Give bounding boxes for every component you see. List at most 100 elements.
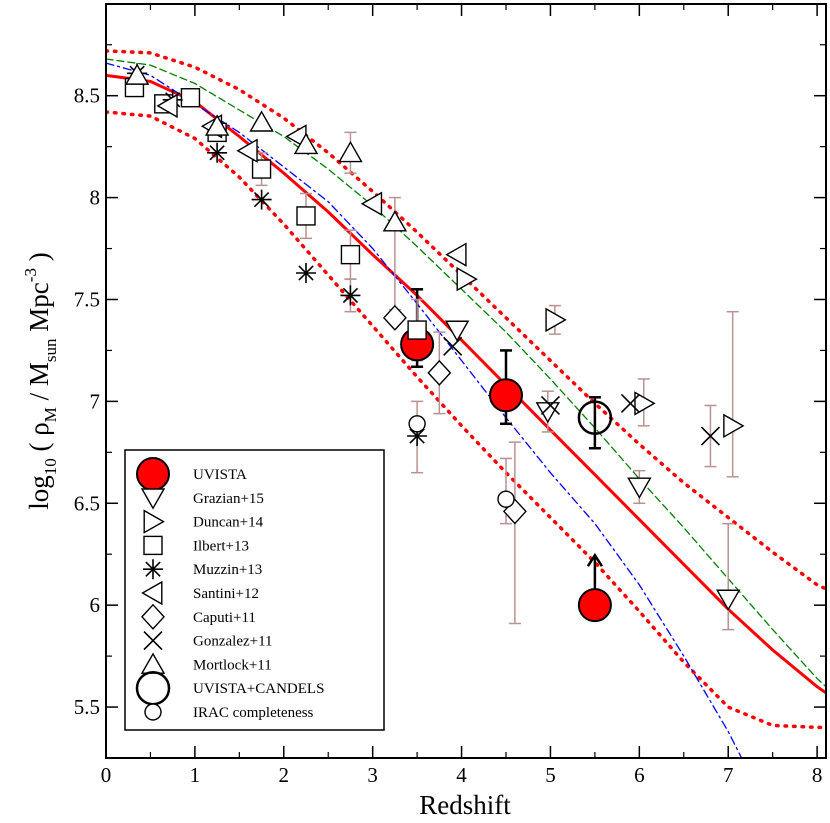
legend-label: IRAC completeness bbox=[193, 705, 314, 721]
legend-label: Mortlock+11 bbox=[193, 657, 272, 673]
mortlock-11-point bbox=[249, 110, 274, 132]
ilbert-13-point bbox=[340, 244, 361, 265]
plot-frame bbox=[105, 3, 827, 759]
legend-marker-gonzalez-11 bbox=[143, 631, 163, 651]
y-tick-label: 5.5 bbox=[74, 695, 100, 719]
grazian-15-point bbox=[627, 477, 652, 499]
x-tick-label: 3 bbox=[367, 763, 378, 787]
duncan-14-point bbox=[634, 391, 656, 416]
caputi-11-error-bar bbox=[508, 441, 521, 625]
axis-tick-labels: 0 1 2 3 4 5 6 7 8 5.5 6 6.5 7 7.5 8 8.5 bbox=[74, 84, 823, 787]
model-red-solid-curve bbox=[106, 73, 826, 695]
y-tick-label: 7 bbox=[90, 389, 101, 413]
legend-label: Muzzin+13 bbox=[193, 562, 262, 578]
y-axis-title: log10 ( ρM / Msun Mpc-3 ) bbox=[21, 252, 60, 509]
mortlock-11-point bbox=[124, 63, 150, 85]
uvista-candels-point bbox=[577, 400, 613, 435]
model-curves bbox=[106, 49, 826, 758]
legend-entry-irac-completeness: IRAC completeness bbox=[144, 703, 314, 721]
model-red-dotted-lower-curve bbox=[106, 110, 826, 730]
legend: UVISTA Grazian+15 Duncan+14 Ilbert+13 Muzzin… bbox=[124, 449, 385, 731]
legend-label: Grazian+15 bbox=[193, 491, 264, 507]
uvista-point bbox=[577, 588, 612, 623]
y-tick-label: 8.5 bbox=[74, 84, 100, 108]
y-tick-label: 7.5 bbox=[74, 287, 100, 311]
x-tick-label: 1 bbox=[190, 763, 201, 787]
muzzin-13-point bbox=[251, 189, 272, 210]
legend-entry-duncan-14: Duncan+14 bbox=[143, 509, 264, 534]
legend-entry-santini-12: Santini+12 bbox=[141, 580, 259, 606]
gonzalez-11-point bbox=[700, 426, 721, 446]
uvista-point bbox=[489, 378, 523, 413]
muzzin-13-point bbox=[296, 263, 316, 283]
axis-ticks bbox=[105, 4, 826, 759]
legend-entry-gonzalez-11: Gonzalez+11 bbox=[143, 631, 273, 651]
x-tick-label: 7 bbox=[723, 763, 734, 787]
model-red-dotted-upper-curve bbox=[106, 49, 826, 591]
legend-marker-irac-completeness bbox=[144, 703, 162, 721]
mortlock-11-point bbox=[338, 140, 363, 163]
legend-marker-ilbert-13 bbox=[143, 535, 163, 556]
muzzin-13-point bbox=[207, 142, 228, 163]
legend-marker-uvista bbox=[136, 457, 170, 491]
ilbert-13-point bbox=[180, 88, 201, 108]
grazian-15-point bbox=[444, 320, 470, 342]
legend-label: UVISTA+CANDELS bbox=[193, 681, 324, 697]
santini-12-point bbox=[236, 138, 258, 163]
legend-marker-grazian-15 bbox=[140, 488, 166, 510]
ilbert-13-point bbox=[251, 159, 272, 179]
muzzin-13-point bbox=[340, 285, 361, 306]
legend-label: Santini+12 bbox=[193, 586, 259, 602]
muzzin-13-point bbox=[407, 426, 428, 446]
santini-12-point bbox=[445, 242, 467, 267]
gonzalez-11-point bbox=[540, 395, 561, 416]
ilbert-13-point bbox=[296, 206, 316, 226]
legend-label: Gonzalez+11 bbox=[193, 634, 273, 650]
duncan-14-point bbox=[456, 266, 478, 292]
legend-entry-muzzin-13: Muzzin+13 bbox=[143, 559, 262, 580]
mortlock-11-point bbox=[293, 132, 319, 155]
duncan-14-point bbox=[545, 307, 567, 333]
legend-label: UVISTA bbox=[193, 467, 247, 483]
caputi-11-point bbox=[382, 304, 407, 331]
legend-entry-ilbert-13: Ilbert+13 bbox=[143, 535, 249, 556]
legend-marker-santini-12 bbox=[141, 580, 163, 606]
santini-12-point bbox=[360, 191, 383, 216]
mortlock-11-point bbox=[382, 210, 408, 232]
mortlock-11-point bbox=[204, 114, 230, 136]
santini-12-point bbox=[156, 93, 178, 119]
gonzalez-11-point bbox=[443, 336, 463, 356]
legend-marker-duncan-14 bbox=[143, 509, 165, 534]
legend-label: Duncan+14 bbox=[193, 515, 264, 531]
y-tick-label: 8 bbox=[90, 186, 101, 210]
grazian-15-point bbox=[716, 589, 741, 611]
x-tick-label: 5 bbox=[545, 763, 556, 787]
y-tick-label: 6.5 bbox=[74, 491, 100, 515]
x-tick-label: 2 bbox=[279, 763, 290, 787]
x-tick-label: 6 bbox=[634, 763, 645, 787]
duncan-14-error-bar bbox=[726, 310, 739, 478]
legend-label: Ilbert+13 bbox=[193, 538, 249, 554]
model-green-dashed-curve bbox=[106, 58, 826, 688]
duncan-14-point bbox=[723, 413, 745, 439]
x-tick-label: 8 bbox=[812, 763, 823, 787]
irac-completeness-point bbox=[497, 490, 515, 508]
legend-label: Caputi+11 bbox=[193, 610, 256, 626]
uvista-candels-error-bar bbox=[588, 396, 601, 450]
legend-entry-grazian-15: Grazian+15 bbox=[140, 488, 264, 510]
legend-marker-caputi-11 bbox=[141, 603, 165, 630]
legend-entry-uvista: UVISTA bbox=[136, 457, 247, 491]
irac-completeness-point bbox=[408, 415, 426, 433]
gonzalez-11-point bbox=[620, 393, 641, 413]
x-axis-title: Redshift bbox=[419, 790, 511, 820]
ilbert-13-point bbox=[407, 320, 427, 340]
y-tick-label: 6 bbox=[90, 593, 101, 617]
legend-entry-caputi-11: Caputi+11 bbox=[141, 603, 256, 630]
x-tick-label: 4 bbox=[456, 763, 467, 787]
legend-marker-muzzin-13 bbox=[143, 559, 163, 580]
x-tick-label: 0 bbox=[101, 763, 112, 787]
grazian-15-error-bar bbox=[722, 522, 735, 631]
data-markers bbox=[124, 63, 745, 623]
caputi-11-point bbox=[427, 359, 452, 386]
